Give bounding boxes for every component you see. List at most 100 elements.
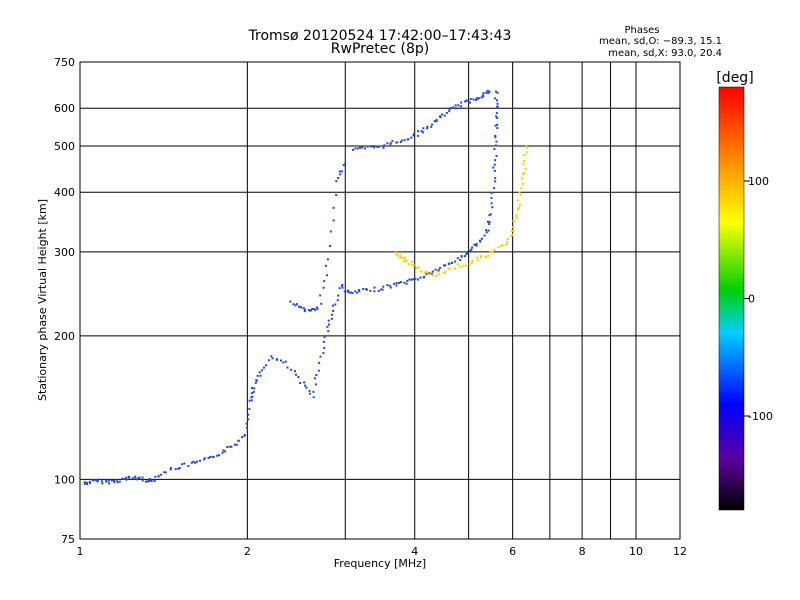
data-point [495, 155, 498, 158]
data-point [496, 123, 499, 126]
data-point [456, 257, 459, 260]
data-point [493, 97, 496, 100]
data-point [443, 114, 446, 117]
data-point [327, 330, 330, 333]
data-point [439, 266, 442, 269]
data-point [448, 108, 451, 111]
data-point [444, 264, 447, 267]
data-point [314, 309, 317, 312]
data-point [128, 476, 131, 479]
data-point [356, 291, 359, 294]
data-point [245, 426, 248, 429]
data-point [454, 267, 457, 270]
data-point [415, 267, 418, 270]
data-point [493, 248, 496, 251]
data-point [445, 111, 448, 114]
data-point [501, 244, 504, 247]
data-point [512, 226, 515, 229]
data-point [388, 284, 391, 287]
colorbar-tick-label: -100 [748, 410, 773, 423]
data-point [297, 376, 300, 379]
data-point [489, 251, 492, 254]
data-point [480, 256, 483, 259]
data-point [396, 254, 399, 257]
data-point [276, 358, 279, 361]
data-point [383, 144, 386, 147]
data-point [224, 450, 227, 453]
data-point [354, 290, 357, 293]
data-point [395, 284, 398, 287]
data-point [308, 392, 311, 395]
data-point [110, 479, 113, 482]
x-axis-label: Frequency [MHz] [334, 557, 426, 570]
y-tick-label: 750 [54, 56, 75, 69]
data-point [344, 162, 347, 165]
data-point [459, 265, 462, 268]
data-point [121, 477, 124, 480]
data-point [523, 159, 526, 162]
data-point [490, 197, 493, 200]
data-point [284, 360, 287, 363]
data-point [493, 163, 496, 166]
data-point [338, 170, 341, 173]
data-point [116, 481, 119, 484]
data-point [431, 272, 434, 275]
stats-line-x: mean, sd,X: 93.0, 20.4 [608, 48, 722, 59]
data-point [471, 259, 474, 262]
data-point [401, 257, 404, 260]
data-point [517, 199, 520, 202]
data-point [465, 99, 468, 102]
data-point [258, 371, 261, 374]
data-point [399, 252, 402, 255]
data-point [464, 100, 467, 103]
data-point [338, 287, 341, 290]
data-point [480, 237, 483, 240]
data-point [479, 255, 482, 258]
data-point [251, 391, 254, 394]
data-point [337, 294, 340, 297]
data-point [491, 206, 494, 209]
data-point [475, 243, 478, 246]
data-point [342, 164, 345, 167]
data-point [522, 163, 525, 166]
data-point [252, 390, 255, 393]
x-tick-label: 10 [629, 545, 643, 558]
data-point [203, 458, 206, 461]
data-point [417, 278, 420, 281]
data-point [123, 478, 126, 481]
data-point [423, 275, 426, 278]
data-point [521, 173, 524, 176]
data-point [469, 98, 472, 101]
data-point [373, 286, 376, 289]
x-tick-label: 12 [673, 545, 687, 558]
data-point [400, 139, 403, 142]
data-point [364, 147, 367, 150]
y-axis-label: Stationary phase Virtual Height [km] [36, 199, 49, 401]
data-point [100, 480, 103, 483]
data-point [310, 309, 313, 312]
data-point [251, 395, 254, 398]
data-point [347, 289, 350, 292]
data-point [282, 361, 285, 364]
data-point [380, 288, 383, 291]
data-point [403, 139, 406, 142]
x-tick-label: 2 [244, 545, 251, 558]
data-point [468, 101, 471, 104]
data-point [467, 101, 470, 104]
data-point [513, 220, 516, 223]
data-point [465, 253, 468, 256]
data-point [491, 250, 494, 253]
data-point [444, 270, 447, 273]
data-point [494, 159, 497, 162]
data-point [294, 373, 297, 376]
data-point [407, 263, 410, 266]
data-point [313, 377, 316, 380]
data-point [85, 481, 88, 484]
data-point [322, 340, 325, 343]
data-point [422, 131, 425, 134]
data-point [169, 466, 172, 469]
data-point [482, 95, 485, 98]
data-point [496, 127, 499, 130]
data-point [369, 289, 372, 292]
data-point [495, 115, 498, 118]
